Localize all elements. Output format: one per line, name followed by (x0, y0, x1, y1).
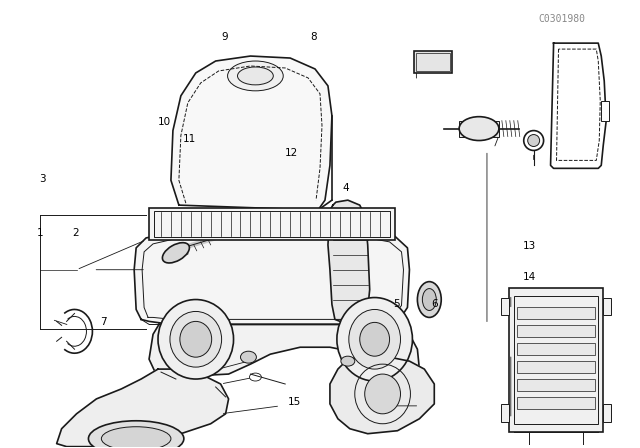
Polygon shape (328, 200, 370, 324)
Text: 8: 8 (310, 32, 317, 42)
Ellipse shape (237, 67, 273, 85)
Bar (509, 288, 604, 432)
Text: 5: 5 (393, 299, 399, 309)
Bar (501, 297, 509, 315)
Bar (604, 404, 611, 422)
Ellipse shape (524, 130, 543, 151)
Polygon shape (330, 356, 435, 434)
Text: 13: 13 (524, 241, 536, 251)
Ellipse shape (88, 421, 184, 448)
Ellipse shape (360, 323, 390, 356)
Ellipse shape (341, 356, 355, 366)
Text: 2: 2 (72, 228, 79, 238)
Bar (516, 343, 595, 355)
Bar (154, 211, 390, 237)
Ellipse shape (459, 116, 499, 141)
Text: 7: 7 (100, 317, 107, 327)
Bar (604, 297, 611, 315)
Ellipse shape (417, 282, 441, 318)
Ellipse shape (158, 300, 234, 379)
Text: 9: 9 (221, 32, 228, 42)
Ellipse shape (241, 351, 257, 363)
Polygon shape (550, 43, 606, 168)
Ellipse shape (528, 134, 540, 146)
Polygon shape (149, 324, 419, 384)
Ellipse shape (422, 289, 436, 310)
Ellipse shape (228, 61, 284, 91)
Ellipse shape (337, 297, 412, 381)
Ellipse shape (180, 321, 212, 357)
Bar (459, 121, 499, 137)
Bar (516, 361, 595, 373)
Text: 14: 14 (524, 272, 536, 282)
Polygon shape (134, 232, 410, 324)
Bar (149, 208, 394, 240)
Ellipse shape (250, 373, 261, 381)
Bar (516, 307, 595, 319)
Text: 12: 12 (285, 148, 298, 158)
Bar (514, 296, 598, 424)
Bar (516, 325, 595, 337)
Bar (601, 101, 609, 121)
Text: 15: 15 (288, 397, 301, 407)
Text: 11: 11 (183, 134, 196, 144)
Text: 3: 3 (39, 174, 45, 185)
Text: 6: 6 (431, 299, 438, 309)
Bar (501, 404, 509, 422)
Ellipse shape (163, 243, 189, 263)
Text: 1: 1 (37, 228, 44, 238)
Bar (516, 397, 595, 409)
Ellipse shape (349, 310, 401, 369)
Bar (415, 51, 452, 73)
Polygon shape (171, 56, 332, 210)
Text: C0301980: C0301980 (538, 14, 585, 24)
Ellipse shape (365, 374, 401, 414)
Text: 10: 10 (157, 116, 171, 127)
Ellipse shape (101, 427, 171, 448)
Bar (516, 379, 595, 391)
Ellipse shape (170, 311, 221, 367)
Bar (417, 53, 450, 71)
Polygon shape (57, 369, 228, 447)
Text: 4: 4 (342, 183, 349, 194)
